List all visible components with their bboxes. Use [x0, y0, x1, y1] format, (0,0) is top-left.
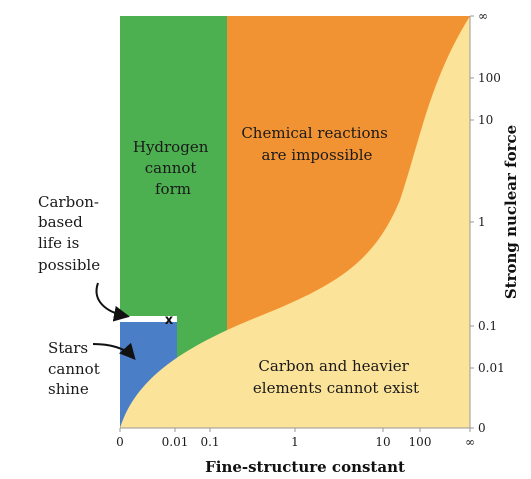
- x-tick-label: 0.1: [200, 435, 219, 449]
- y-tick-label: 0.01: [478, 361, 505, 375]
- y-ticks: 0 0.01 0.1 1 10 100 ∞: [470, 9, 505, 435]
- y-tick-label: 1: [478, 215, 486, 229]
- arrow-life: [95, 282, 130, 322]
- x-tick-label: 10: [375, 435, 390, 449]
- x-ticks: 0 0.01 0.1 1 10 100 ∞: [116, 428, 475, 449]
- carbon-line-1: Carbon and heavier: [258, 357, 409, 375]
- hydrogen-line-2: cannot: [145, 159, 197, 177]
- x-tick-label: 1: [291, 435, 299, 449]
- region-label-hydrogen: Hydrogen cannot form: [133, 138, 213, 198]
- life-line-2: based: [38, 213, 83, 231]
- y-tick-label: 0: [478, 421, 486, 435]
- arrow-stars: [92, 342, 136, 360]
- x-tick-label: 0.01: [162, 435, 189, 449]
- stars-line-3: shine: [48, 380, 89, 398]
- hydrogen-line-1: Hydrogen: [133, 138, 209, 156]
- chemical-line-2: are impossible: [262, 146, 373, 164]
- life-line-1: Carbon-: [38, 193, 99, 211]
- y-tick-label: 10: [478, 113, 493, 127]
- stars-line-2: cannot: [48, 360, 100, 378]
- carbon-line-2: elements cannot exist: [253, 379, 419, 397]
- chemical-line-1: Chemical reactions: [241, 124, 388, 142]
- x-axis-title: Fine-structure constant: [205, 458, 405, 476]
- life-line-4: possible: [38, 256, 100, 274]
- y-axis-title: Strong nuclear force: [502, 125, 520, 299]
- y-tick-label: 0.1: [478, 319, 497, 333]
- x-tick-label: ∞: [465, 435, 475, 449]
- y-tick-label: ∞: [478, 9, 488, 23]
- marker-our-universe: x: [165, 313, 174, 328]
- life-line-3: life is: [38, 234, 79, 252]
- annotation-stars: Stars cannot shine: [48, 339, 105, 398]
- region-carbon: [120, 16, 470, 428]
- y-tick-label: 100: [478, 71, 501, 85]
- region-label-carbon: Carbon and heavier elements cannot exist: [253, 357, 419, 397]
- hydrogen-line-3: form: [155, 180, 191, 198]
- region-label-chemical: Chemical reactions are impossible: [241, 124, 392, 164]
- region-life-band: [120, 316, 177, 322]
- stars-line-1: Stars: [48, 339, 88, 357]
- x-tick-label: 100: [409, 435, 432, 449]
- annotation-life: Carbon- based life is possible: [38, 193, 104, 274]
- x-tick-label: 0: [116, 435, 124, 449]
